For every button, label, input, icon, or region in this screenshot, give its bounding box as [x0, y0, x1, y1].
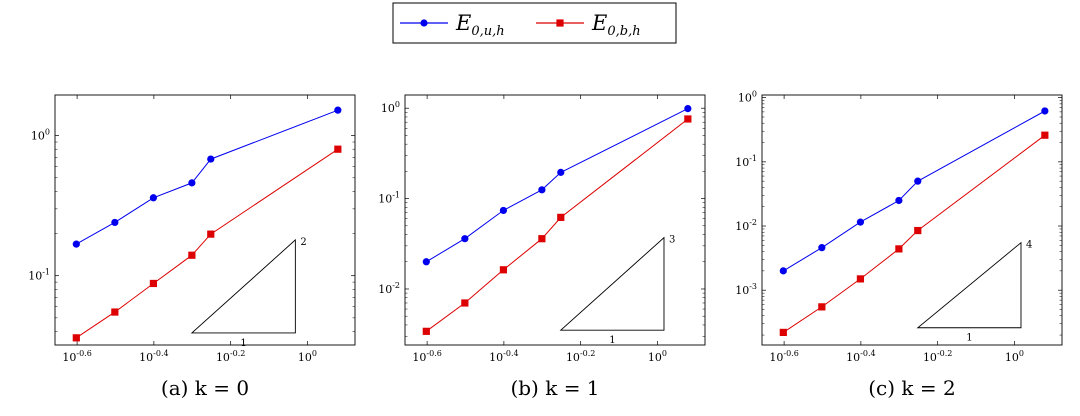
data-point: [684, 105, 692, 113]
chart-panel-2: 10-0.6 10-0.4 10-0.2 100 10-2 10-1 100 1 3 (b) k …: [378, 94, 706, 400]
series-e-b: [779, 131, 1049, 337]
series-line: [783, 134, 1046, 333]
x-tick-label: 10-0.4: [846, 349, 875, 364]
data-point: [111, 308, 119, 316]
data-point: [188, 179, 196, 187]
x-tick-label: 10-0.6: [412, 349, 441, 364]
slope-triangle: [190, 238, 296, 334]
y-tick-label: 100: [31, 128, 50, 143]
legend-label: E0,u,h: [455, 11, 505, 39]
legend-marker: [556, 19, 564, 27]
data-point: [207, 230, 215, 238]
x-tick-label: 10-0.4: [139, 349, 168, 364]
data-point: [914, 177, 922, 185]
slope-rise-label: 4: [1026, 240, 1032, 251]
y-tick-label: 10-2: [378, 281, 400, 296]
series-line: [426, 108, 689, 263]
series-line: [76, 148, 339, 339]
slope-triangle: [916, 241, 1022, 329]
slope-rise-label: 3: [669, 235, 675, 246]
data-point: [1041, 131, 1049, 139]
data-point: [914, 226, 922, 235]
panel-caption: (a) k = 0: [161, 376, 249, 400]
y-tick-label: 10-1: [28, 268, 50, 283]
series-e-b: [72, 145, 342, 342]
data-point: [557, 168, 565, 176]
data-point: [499, 266, 508, 274]
data-point: [538, 235, 546, 243]
data-point: [422, 327, 430, 335]
chart-panel-1: 10-0.6 10-0.4 10-0.2 100 10-1 100 1 2 (a) k = 0: [28, 94, 356, 400]
minor-ticks: [762, 100, 1062, 336]
slope-run-label: 1: [966, 333, 972, 344]
plot-frame: [404, 94, 706, 346]
data-point: [149, 279, 158, 288]
x-tick-label: 10-0.2: [566, 349, 595, 364]
data-point: [461, 299, 469, 307]
series-e-u: [422, 105, 692, 266]
data-point: [684, 115, 692, 123]
series-e-u: [72, 106, 342, 248]
data-point: [334, 106, 342, 114]
y-tick-label: 10-1: [735, 154, 757, 169]
series-line: [76, 109, 339, 245]
y-tick-label: 10-2: [735, 218, 757, 233]
y-tick-label: 10-3: [735, 282, 757, 297]
data-point: [72, 240, 80, 248]
legend-entry-e-b: E0,b,h: [536, 11, 641, 39]
series-line: [426, 118, 689, 332]
x-tick-label: 10-0.6: [62, 349, 91, 364]
series-line: [783, 110, 1046, 272]
data-point: [557, 213, 565, 221]
data-point: [779, 328, 787, 337]
x-tick-label: 10-0.4: [489, 349, 518, 364]
minor-ticks: [55, 141, 355, 332]
panel-caption: (c) k = 2: [868, 376, 955, 400]
slope-triangle: [559, 236, 665, 331]
data-point: [1041, 107, 1049, 115]
slope-run-label: 1: [240, 338, 246, 349]
data-point: [895, 196, 903, 205]
data-point: [111, 218, 119, 227]
legend-label: E0,b,h: [591, 11, 641, 39]
data-point: [818, 303, 826, 311]
slope-run-label: 1: [609, 335, 615, 346]
legend: E0,u,h E0,b,h: [392, 2, 677, 44]
series-e-b: [422, 115, 692, 335]
data-point: [856, 218, 865, 226]
y-tick-label: 100: [381, 100, 400, 115]
data-point: [461, 235, 469, 243]
data-point: [538, 186, 546, 194]
x-tick-label: 100: [1005, 349, 1024, 364]
chart-panel-3: 10-0.6 10-0.4 10-0.2 100 10-3 10-2 10-1 100 1 4 (c…: [735, 90, 1063, 400]
x-tick-label: 100: [298, 349, 317, 364]
data-point: [72, 334, 80, 342]
y-tick-label: 10-1: [378, 191, 400, 206]
panel-caption: (b) k = 1: [510, 376, 599, 400]
legend-marker: [420, 19, 428, 27]
plot-frame: [54, 94, 356, 346]
data-point: [895, 245, 903, 253]
data-point: [499, 206, 508, 215]
x-tick-label: 100: [648, 349, 667, 364]
data-point: [334, 145, 342, 153]
data-point: [422, 258, 430, 266]
plot-frame: [761, 94, 1063, 346]
series-e-u: [779, 107, 1049, 275]
legend-entry-e-u: E0,u,h: [400, 11, 505, 39]
data-point: [856, 275, 865, 283]
data-point: [818, 244, 826, 252]
x-tick-label: 10-0.6: [769, 349, 798, 364]
x-tick-label: 10-0.2: [923, 349, 952, 364]
x-tick-label: 10-0.2: [216, 349, 245, 364]
data-point: [149, 194, 158, 202]
y-tick-label: 100: [738, 90, 757, 105]
data-point: [207, 155, 215, 163]
data-point: [779, 267, 787, 275]
data-point: [188, 251, 196, 259]
slope-rise-label: 2: [300, 237, 306, 248]
